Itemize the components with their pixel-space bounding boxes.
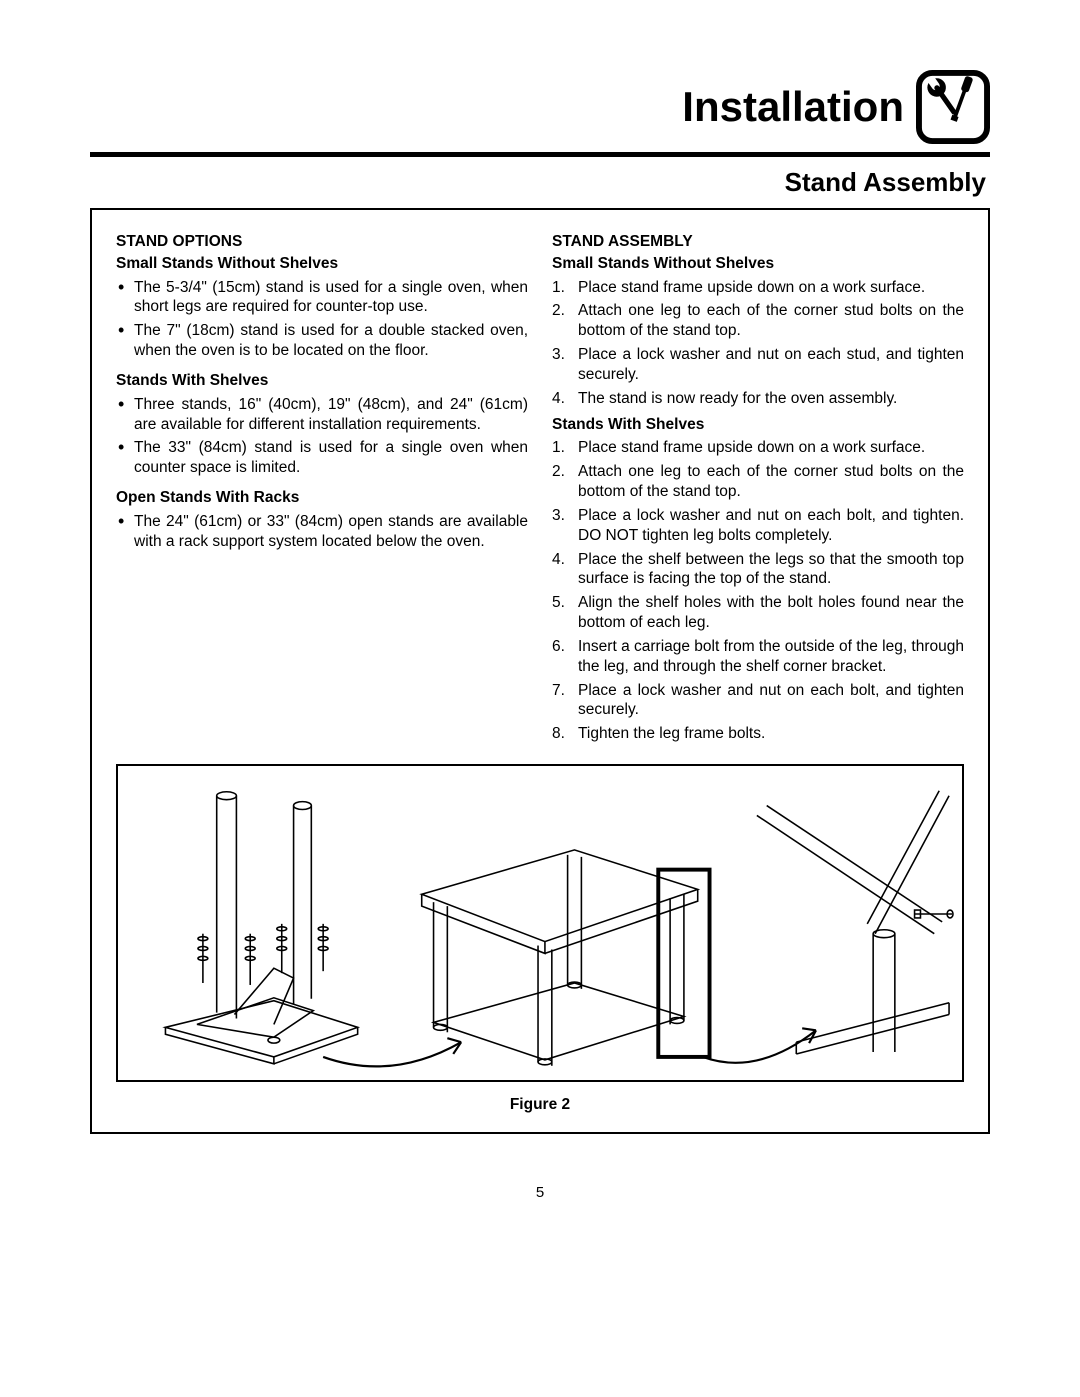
- left-group1-title: Small Stands Without Shelves: [116, 254, 528, 274]
- list-item: The 5-3/4" (15cm) stand is used for a si…: [134, 278, 528, 318]
- stand-options-heading: STAND OPTIONS: [116, 232, 528, 252]
- list-item: Insert a carriage bolt from the outside …: [578, 637, 964, 677]
- left-group3-title: Open Stands With Racks: [116, 488, 528, 508]
- list-item: Attach one leg to each of the corner stu…: [578, 462, 964, 502]
- tools-icon: [916, 70, 990, 144]
- figure-box: [116, 764, 964, 1082]
- list-item: Tighten the leg frame bolts.: [578, 724, 964, 744]
- right-group2-steps: Place stand frame upside down on a work …: [552, 438, 964, 744]
- right-group2-title: Stands With Shelves: [552, 415, 964, 435]
- list-item: Place a lock washer and nut on each bolt…: [578, 506, 964, 546]
- right-group1-title: Small Stands Without Shelves: [552, 254, 964, 274]
- list-item: Align the shelf holes with the bolt hole…: [578, 593, 964, 633]
- list-item: Place a lock washer and nut on each bolt…: [578, 681, 964, 721]
- right-column: STAND ASSEMBLY Small Stands Without Shel…: [552, 232, 964, 750]
- list-item: The stand is now ready for the oven asse…: [578, 389, 964, 409]
- list-item: The 24" (61cm) or 33" (84cm) open stands…: [134, 512, 528, 552]
- assembly-diagram: [126, 776, 954, 1072]
- content-box: STAND OPTIONS Small Stands Without Shelv…: [90, 208, 990, 1134]
- page-number: 5: [90, 1184, 990, 1201]
- page-title: Installation: [682, 83, 904, 131]
- section-subtitle: Stand Assembly: [90, 167, 990, 198]
- stand-assembly-heading: STAND ASSEMBLY: [552, 232, 964, 252]
- figure-caption: Figure 2: [116, 1096, 964, 1114]
- right-group1-steps: Place stand frame upside down on a work …: [552, 278, 964, 409]
- left-group2-title: Stands With Shelves: [116, 371, 528, 391]
- left-group3-list: The 24" (61cm) or 33" (84cm) open stands…: [116, 512, 528, 552]
- list-item: The 7" (18cm) stand is used for a double…: [134, 321, 528, 361]
- list-item: Attach one leg to each of the corner stu…: [578, 301, 964, 341]
- left-column: STAND OPTIONS Small Stands Without Shelv…: [116, 232, 528, 750]
- page-header: Installation: [90, 70, 990, 157]
- list-item: Place a lock washer and nut on each stud…: [578, 345, 964, 385]
- list-item: The 33" (84cm) stand is used for a singl…: [134, 438, 528, 478]
- left-group1-list: The 5-3/4" (15cm) stand is used for a si…: [116, 278, 528, 361]
- list-item: Place the shelf between the legs so that…: [578, 550, 964, 590]
- left-group2-list: Three stands, 16" (40cm), 19" (48cm), an…: [116, 395, 528, 478]
- list-item: Place stand frame upside down on a work …: [578, 278, 964, 298]
- two-column-layout: STAND OPTIONS Small Stands Without Shelv…: [116, 232, 964, 750]
- list-item: Place stand frame upside down on a work …: [578, 438, 964, 458]
- list-item: Three stands, 16" (40cm), 19" (48cm), an…: [134, 395, 528, 435]
